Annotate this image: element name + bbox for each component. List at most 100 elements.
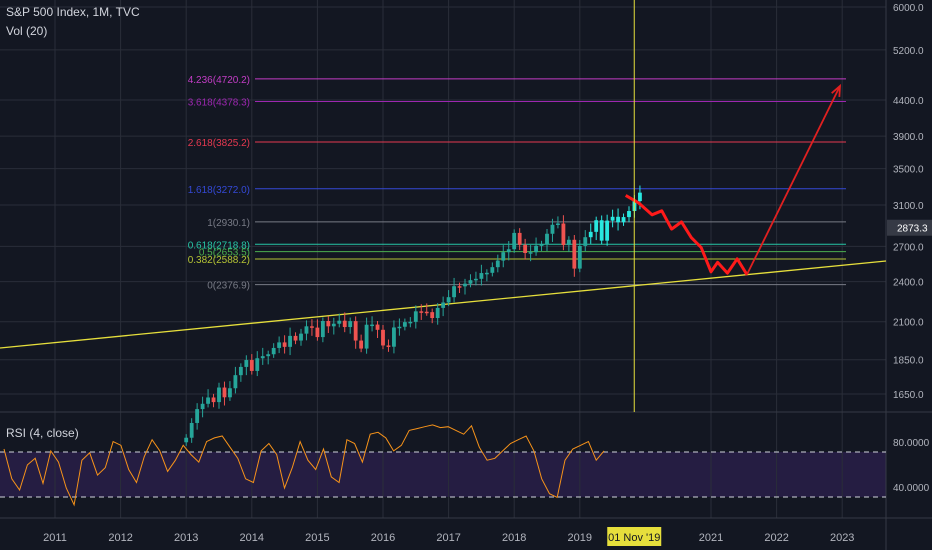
candle-body: [413, 311, 418, 322]
candle-body: [195, 409, 200, 423]
candle-body: [402, 322, 407, 327]
candle-body: [266, 354, 271, 357]
candle-body: [583, 237, 588, 246]
projection-arrow: [746, 85, 841, 275]
candle-body: [238, 366, 243, 376]
candle-body: [249, 360, 254, 371]
candle-body: [381, 329, 385, 346]
candle-body: [359, 340, 364, 349]
candle-body: [217, 387, 221, 403]
projected-path: [624, 194, 749, 276]
candle-body: [441, 302, 446, 308]
candle-body: [277, 342, 282, 348]
fib-level-label: 0.618(2718.8): [188, 240, 250, 251]
rsi-axis-label: 80.0000: [893, 438, 930, 449]
price-axis-label: 1650.0: [893, 390, 924, 401]
candle-body: [310, 326, 314, 328]
candle-body: [550, 224, 555, 234]
fib-level-label: 1.618(3272.0): [188, 185, 250, 196]
time-axis-label: 2012: [108, 532, 132, 544]
candle-body: [474, 278, 478, 281]
candle-body: [490, 267, 495, 273]
candle-body: [288, 335, 292, 347]
candle-body: [315, 327, 320, 338]
time-axis-label: 2018: [502, 532, 526, 544]
crosshair-date-tag: [607, 527, 662, 546]
candle-body: [463, 283, 467, 287]
price-axis-label: 1850.0: [893, 356, 924, 367]
candle-body: [495, 260, 500, 268]
candle-body: [545, 233, 549, 245]
candle-body: [260, 356, 265, 359]
candle-body: [616, 216, 620, 223]
time-axis-label: 2013: [174, 532, 198, 544]
fib-level-label: 4.236(4720.2): [188, 75, 250, 86]
price-axis-label: 2400.0: [893, 278, 924, 289]
candle-body: [206, 397, 210, 404]
price-axis-label: 2700.0: [893, 242, 924, 253]
time-axis-label: 2021: [699, 532, 723, 544]
candle-body: [594, 220, 599, 232]
candle-body: [331, 323, 336, 327]
rsi-legend: RSI (4, close): [6, 426, 79, 440]
candle-body: [342, 320, 347, 328]
candle-body: [299, 333, 303, 341]
candle-body: [386, 345, 391, 347]
candle-body: [577, 245, 582, 269]
candle-body: [627, 211, 631, 218]
fib-level-label: 0.5(2653.5): [199, 248, 250, 259]
price-axis-label: 6000.0: [893, 3, 924, 14]
price-axis-label: 3900.0: [893, 132, 924, 143]
candle-body: [364, 324, 369, 349]
candle-body: [189, 422, 194, 438]
candle-body: [512, 232, 517, 250]
candle-body: [233, 375, 238, 389]
candle-body: [228, 388, 232, 398]
candle-body: [211, 397, 216, 403]
price-axis-label: 2100.0: [893, 318, 924, 329]
time-axis-label: 2011: [43, 532, 67, 544]
candle-body: [605, 220, 610, 241]
candle-body: [392, 327, 396, 347]
time-axis-label: 2019: [568, 532, 592, 544]
candle-body: [353, 321, 358, 341]
time-axis-label: 2023: [830, 532, 854, 544]
fib-level-label: 3.618(4378.3): [188, 97, 250, 108]
last-price-label: 2873.3: [897, 224, 928, 235]
candle-body: [479, 273, 484, 279]
candle-body: [244, 360, 249, 367]
candle-body: [539, 244, 544, 246]
time-axis-label: 2014: [240, 532, 264, 544]
candle-body: [534, 245, 538, 253]
candle-body: [293, 335, 298, 341]
fib-level-label: 0.382(2588.2): [188, 255, 250, 266]
crosshair-date-label: 01 Nov '19: [608, 532, 660, 544]
time-axis-label: 2017: [436, 532, 460, 544]
candle-body: [621, 217, 626, 223]
candle-body: [599, 220, 604, 241]
fib-level-label: 1(2930.1): [207, 218, 250, 229]
candle-body: [468, 280, 473, 284]
chart-title: S&P 500 Index, 1M, TVC: [6, 5, 140, 19]
candle-body: [484, 272, 489, 275]
candle-body: [370, 324, 374, 327]
candle-body: [348, 321, 353, 328]
candle-body: [572, 239, 577, 269]
candle-body: [282, 342, 287, 347]
candle-body: [271, 347, 276, 355]
candle-body: [320, 320, 325, 338]
candle-body: [523, 244, 528, 253]
candle-body: [424, 311, 429, 314]
projection-arrowhead: [831, 83, 842, 98]
candle-body: [452, 286, 456, 298]
time-axis-label: 2022: [764, 532, 788, 544]
fib-level-label: 2.618(3825.2): [188, 138, 250, 149]
price-axis-label: 3500.0: [893, 165, 924, 176]
candle-body: [435, 307, 440, 319]
time-axis-label: 2016: [371, 532, 395, 544]
price-axis-label: 5200.0: [893, 46, 924, 57]
candle-body: [457, 286, 462, 288]
candle-body: [501, 252, 506, 261]
candle-body: [184, 437, 189, 443]
